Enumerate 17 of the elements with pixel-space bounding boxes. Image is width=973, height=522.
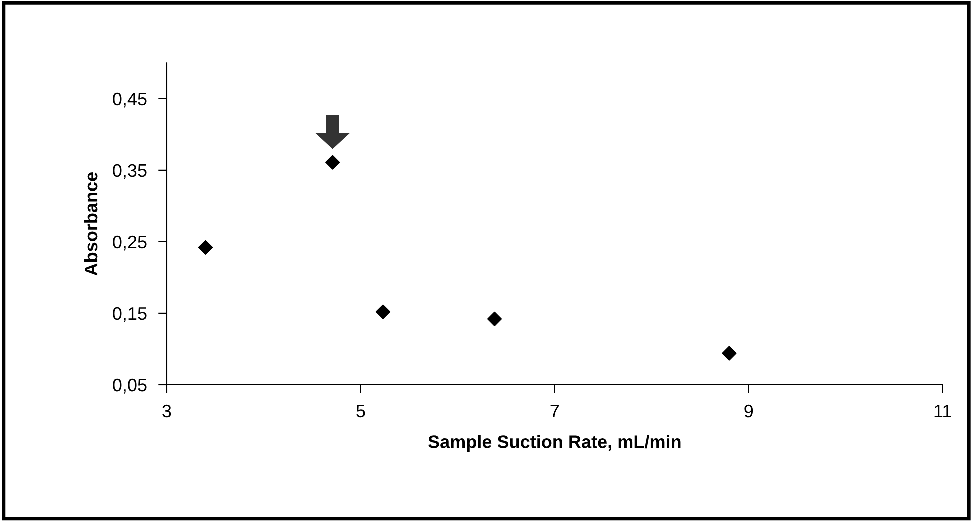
y-tick-label: 0,15 [113,307,147,322]
x-tick-label: 7 [550,405,560,418]
y-axis-title: Absorbance [84,172,98,276]
x-tick-label: 11 [934,405,952,418]
y-tick-label: 0,45 [113,92,147,108]
x-axis-title: Sample Suction Rate, mL/min [428,435,681,452]
point [198,240,214,255]
point [487,312,502,326]
x-tick-label: 5 [356,405,366,418]
point [722,346,737,361]
point [326,155,340,170]
point [376,304,391,320]
y-tick-label: 0,25 [113,236,147,251]
x-tick-label: 3 [162,404,172,418]
y-tick-label: 0,05 [113,378,147,394]
y-tick-label: 0,35 [113,164,147,180]
x-tick-label: 9 [744,404,754,418]
